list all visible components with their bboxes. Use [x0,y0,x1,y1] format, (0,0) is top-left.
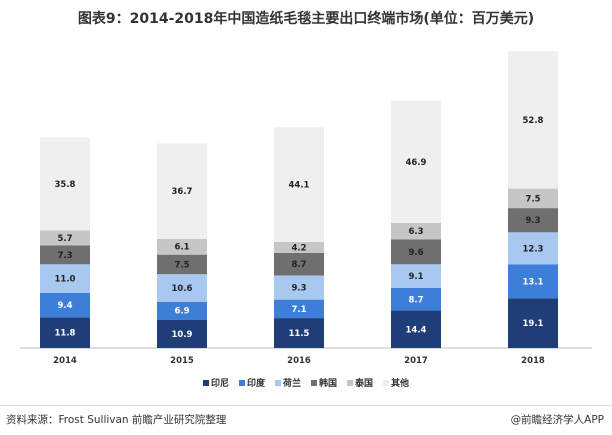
bar-segment-2018-韩国 [508,208,558,233]
source-note: 资料来源：Frost Sullivan 前瞻产业研究院整理 [6,414,227,426]
bar-segment-2017-韩国 [391,239,441,265]
data-label: 13.1 [523,277,544,287]
bar-segment-2014-荷兰 [40,264,90,293]
legend-swatch [311,379,317,386]
x-tick-label: 2018 [521,356,545,366]
legend-label: 泰国 [355,379,374,389]
bar-segment-2016-韩国 [274,252,324,276]
legend-label: 印度 [246,379,265,389]
legend: 印尼 印度 荷兰 韩国 泰国 其他 [0,376,612,389]
footer-divider [0,405,612,406]
bar-segment-2014-印尼 [40,317,90,348]
data-label: 6.3 [408,227,423,237]
data-label: 11.0 [55,275,76,285]
data-label: 35.8 [55,180,76,190]
bar-segment-2015-荷兰 [157,274,207,302]
bar-segment-2018-泰国 [508,188,558,209]
legend-label: 韩国 [319,379,338,389]
bar-segment-2015-印尼 [157,319,207,348]
credit-note: @前瞻经济学人APP [510,414,604,426]
bar-segment-2014-韩国 [40,245,90,265]
bar-segment-2015-印度 [157,301,207,320]
legend-item-韩国: 韩国 [311,376,337,389]
data-label: 46.9 [406,158,427,168]
data-label: 8.7 [291,260,306,270]
chart-title: 图表9：2014-2018年中国造纸毛毯主要出口终端市场(单位：百万美元) [77,11,535,27]
bar-segment-2015-韩国 [157,254,207,275]
bar-segment-2016-印度 [274,299,324,319]
x-tick-label: 2015 [170,356,194,366]
data-label: 36.7 [172,187,193,197]
bar-segment-2016-泰国 [274,241,324,253]
data-label: 6.1 [174,243,189,253]
bar-segment-2017-其他 [391,101,441,223]
bar-segment-2014-泰国 [40,230,90,246]
legend-item-荷兰: 荷兰 [274,376,301,389]
legend-label: 荷兰 [282,379,301,389]
data-label: 9.4 [57,301,72,311]
bar-segment-2017-荷兰 [391,264,441,288]
data-label: 19.1 [523,319,544,329]
legend-label: 印尼 [210,379,229,389]
data-label: 7.3 [57,251,72,261]
data-label: 52.8 [523,116,544,126]
bar-segment-2018-其他 [508,51,558,189]
data-label: 9.3 [291,284,306,294]
data-label: 9.3 [525,216,540,226]
bar-segment-2017-印度 [391,287,441,311]
bar-segment-2014-印度 [40,292,90,318]
bar-segment-2018-印度 [508,264,558,299]
legend-item-印度: 印度 [238,376,265,389]
bar-segment-2016-荷兰 [274,275,324,300]
bar-segment-2015-其他 [157,143,207,239]
bar-segment-2015-泰国 [157,238,207,255]
data-label: 7.5 [525,194,540,204]
stacked-bar-chart: 11.8 9.4 11.0 7.3 5.7 35.8 2014 10.9 6.9 10.6 7.5 6… [20,51,592,366]
bar-segment-2017-印尼 [391,310,441,348]
legend-swatch [238,379,245,386]
bar-segment-2016-印尼 [274,318,324,348]
legend-swatch [383,379,390,386]
data-label: 11.8 [55,329,76,339]
legend-item-印尼: 印尼 [202,376,229,389]
data-label: 11.5 [289,329,310,339]
data-label: 6.9 [174,307,189,317]
bar-segment-2018-荷兰 [508,232,558,265]
bar-segment-2014-其他 [40,137,90,231]
data-label: 4.2 [291,243,306,253]
data-label: 7.5 [174,260,189,270]
data-label: 9.1 [408,272,423,282]
data-label: 9.6 [408,248,423,258]
data-label: 7.1 [291,305,306,315]
legend-swatch [274,379,281,386]
data-label: 12.3 [523,244,544,254]
x-tick-label: 2014 [53,356,77,366]
x-tick-label: 2017 [404,356,428,366]
data-label: 5.7 [57,234,72,244]
bar-segment-2016-其他 [274,127,324,242]
legend-label: 其他 [391,379,410,389]
data-label: 8.7 [408,295,423,305]
bar-segment-2017-泰国 [391,222,441,240]
data-label: 14.4 [406,325,427,335]
x-tick-label: 2016 [287,356,311,366]
legend-item-泰国: 泰国 [347,376,373,389]
bar-segment-2018-印尼 [508,298,558,348]
data-label: 10.6 [172,284,193,294]
data-label: 44.1 [289,181,310,191]
legend-item-其他: 其他 [383,376,409,389]
legend-swatch [347,379,354,386]
data-label: 10.9 [172,330,193,340]
legend-swatch [202,379,209,386]
